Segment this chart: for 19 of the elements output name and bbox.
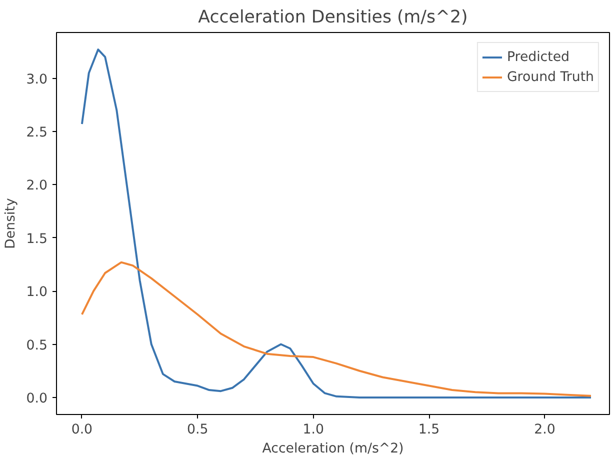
line-series [80, 48, 592, 398]
y-tick-label: 3.0 [26, 72, 48, 88]
legend-label: Ground Truth [506, 70, 594, 84]
x-tick-label: 2.0 [534, 422, 556, 438]
y-tick-label: 1.5 [26, 232, 48, 247]
chart-title: Acceleration Densities (m/s^2) [198, 8, 468, 28]
x-tick-label: 1.0 [302, 422, 324, 438]
y-tick-label: 1.0 [26, 285, 48, 300]
line-series [80, 261, 592, 397]
y-tick-label: 2.5 [26, 125, 48, 140]
x-axis-title: Acceleration (m/s^2) [262, 442, 404, 456]
y-tick-label: 2.0 [26, 178, 48, 194]
x-tick-label: 0.5 [187, 422, 208, 438]
x-tick-label: 0.0 [71, 422, 93, 438]
y-tick-label: 0.0 [26, 391, 48, 406]
x-tick-label: 1.5 [418, 422, 440, 438]
legend-label: Predicted [506, 50, 570, 64]
y-axis-title: Density [3, 198, 18, 249]
y-tick-label: 0.5 [26, 338, 48, 354]
